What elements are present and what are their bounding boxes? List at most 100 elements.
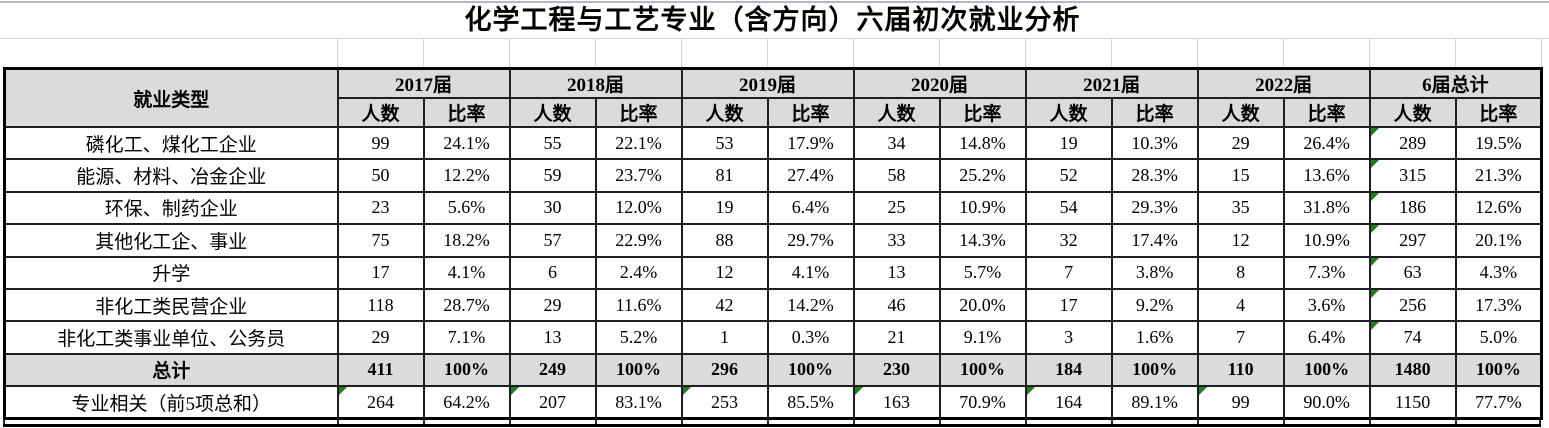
year-header-2017[interactable]: 2017届	[336, 67, 511, 99]
rate-cell[interactable]: 19.5%	[1454, 125, 1543, 161]
count-cell[interactable]: 19	[1024, 125, 1113, 161]
count-cell[interactable]: 249	[508, 352, 597, 388]
subheader-rate[interactable]: 比率	[422, 97, 511, 128]
subheader-count[interactable]: 人数	[1368, 97, 1457, 128]
rate-cell[interactable]: 3.6%	[1282, 287, 1371, 323]
count-cell[interactable]: 315	[1368, 158, 1457, 193]
rate-cell[interactable]: 14.8%	[938, 125, 1027, 161]
year-header-2022[interactable]: 2022届	[1196, 67, 1371, 99]
count-cell[interactable]: 35	[1196, 190, 1285, 226]
rate-cell[interactable]: 12.6%	[1454, 190, 1543, 226]
rate-cell[interactable]: 21.3%	[1454, 158, 1543, 193]
count-cell[interactable]: 1150	[1368, 385, 1457, 420]
rate-cell[interactable]: 12.2%	[422, 158, 511, 193]
rate-cell[interactable]: 17.3%	[1454, 287, 1543, 323]
rate-cell[interactable]: 70.9%	[938, 385, 1027, 420]
count-cell[interactable]: 164	[1024, 385, 1113, 420]
row-label-cell[interactable]: 磷化工、煤化工企业	[3, 125, 339, 161]
count-cell[interactable]: 118	[336, 287, 425, 323]
rate-cell[interactable]: 4.1%	[422, 255, 511, 290]
rate-cell[interactable]: 28.7%	[422, 287, 511, 323]
row-label-cell[interactable]: 升学	[3, 255, 339, 290]
row-label-cell[interactable]: 非化工类事业单位、公务员	[3, 320, 339, 355]
count-cell[interactable]: 289	[1368, 125, 1457, 161]
year-header-2021[interactable]: 2021届	[1024, 67, 1199, 99]
count-cell[interactable]: 12	[680, 255, 769, 290]
rate-cell[interactable]: 4.3%	[1454, 255, 1543, 290]
count-cell[interactable]: 30	[508, 190, 597, 226]
count-cell[interactable]: 17	[1024, 287, 1113, 323]
count-cell[interactable]: 15	[1196, 158, 1285, 193]
subheader-count[interactable]: 人数	[508, 97, 597, 128]
rate-cell[interactable]: 100%	[938, 352, 1027, 388]
count-cell[interactable]: 33	[852, 223, 941, 258]
row-label-cell[interactable]: 其他化工企、事业	[3, 223, 339, 258]
row-label-cell[interactable]: 环保、制药企业	[3, 190, 339, 226]
count-cell[interactable]: 186	[1368, 190, 1457, 226]
count-cell[interactable]: 256	[1368, 287, 1457, 323]
row-label-cell[interactable]: 专业相关（前5项总和）	[3, 385, 339, 420]
count-cell[interactable]: 50	[336, 158, 425, 193]
rate-cell[interactable]: 31.8%	[1282, 190, 1371, 226]
rate-cell[interactable]: 0.3%	[766, 320, 855, 355]
rate-cell[interactable]: 14.2%	[766, 287, 855, 323]
subheader-rate[interactable]: 比率	[1282, 97, 1371, 128]
subheader-count[interactable]: 人数	[852, 97, 941, 128]
count-cell[interactable]: 264	[336, 385, 425, 420]
rate-cell[interactable]: 10.9%	[938, 190, 1027, 226]
count-cell[interactable]: 23	[336, 190, 425, 226]
rate-cell[interactable]: 13.6%	[1282, 158, 1371, 193]
count-cell[interactable]: 207	[508, 385, 597, 420]
rate-cell[interactable]: 5.2%	[594, 320, 683, 355]
count-cell[interactable]: 88	[680, 223, 769, 258]
rate-cell[interactable]: 5.0%	[1454, 320, 1543, 355]
rate-cell[interactable]: 100%	[766, 352, 855, 388]
count-cell[interactable]: 12	[1196, 223, 1285, 258]
count-cell[interactable]: 46	[852, 287, 941, 323]
rate-cell[interactable]: 100%	[1454, 352, 1543, 388]
row-label-cell[interactable]: 能源、材料、冶金企业	[3, 158, 339, 193]
count-cell[interactable]: 8	[1196, 255, 1285, 290]
rate-cell[interactable]: 1.6%	[1110, 320, 1199, 355]
count-cell[interactable]: 54	[1024, 190, 1113, 226]
count-cell[interactable]: 52	[1024, 158, 1113, 193]
count-cell[interactable]: 411	[336, 352, 425, 388]
rate-cell[interactable]: 100%	[422, 352, 511, 388]
count-cell[interactable]: 63	[1368, 255, 1457, 290]
count-cell[interactable]: 34	[852, 125, 941, 161]
count-cell[interactable]: 59	[508, 158, 597, 193]
count-cell[interactable]: 13	[852, 255, 941, 290]
count-cell[interactable]: 3	[1024, 320, 1113, 355]
rate-cell[interactable]: 20.1%	[1454, 223, 1543, 258]
count-cell[interactable]: 7	[1196, 320, 1285, 355]
count-cell[interactable]: 25	[852, 190, 941, 226]
rate-cell[interactable]: 2.4%	[594, 255, 683, 290]
count-cell[interactable]: 74	[1368, 320, 1457, 355]
rate-cell[interactable]: 28.3%	[1110, 158, 1199, 193]
rate-cell[interactable]: 26.4%	[1282, 125, 1371, 161]
count-cell[interactable]: 17	[336, 255, 425, 290]
rate-cell[interactable]: 23.7%	[594, 158, 683, 193]
count-cell[interactable]: 1	[680, 320, 769, 355]
count-cell[interactable]: 75	[336, 223, 425, 258]
count-cell[interactable]: 29	[336, 320, 425, 355]
rate-cell[interactable]: 24.1%	[422, 125, 511, 161]
count-cell[interactable]: 55	[508, 125, 597, 161]
rate-cell[interactable]: 17.4%	[1110, 223, 1199, 258]
rate-cell[interactable]: 29.7%	[766, 223, 855, 258]
rate-cell[interactable]: 85.5%	[766, 385, 855, 420]
count-cell[interactable]: 6	[508, 255, 597, 290]
rate-cell[interactable]: 83.1%	[594, 385, 683, 420]
count-cell[interactable]: 99	[1196, 385, 1285, 420]
rate-cell[interactable]: 20.0%	[938, 287, 1027, 323]
rate-cell[interactable]: 7.1%	[422, 320, 511, 355]
rate-cell[interactable]: 64.2%	[422, 385, 511, 420]
count-cell[interactable]: 53	[680, 125, 769, 161]
rate-cell[interactable]: 100%	[1110, 352, 1199, 388]
rate-cell[interactable]: 18.2%	[422, 223, 511, 258]
count-cell[interactable]: 81	[680, 158, 769, 193]
rate-cell[interactable]: 27.4%	[766, 158, 855, 193]
count-cell[interactable]: 19	[680, 190, 769, 226]
count-cell[interactable]: 253	[680, 385, 769, 420]
rate-cell[interactable]: 10.3%	[1110, 125, 1199, 161]
